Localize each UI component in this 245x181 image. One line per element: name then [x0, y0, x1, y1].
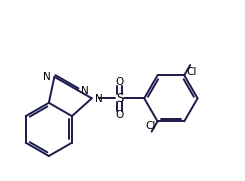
Text: O: O — [115, 110, 124, 120]
Text: N: N — [43, 72, 50, 82]
Text: Cl: Cl — [146, 121, 156, 131]
Text: S: S — [116, 92, 123, 105]
Text: Cl: Cl — [186, 67, 196, 77]
Text: N: N — [82, 86, 89, 96]
Text: N: N — [95, 94, 102, 104]
Text: O: O — [115, 77, 124, 87]
